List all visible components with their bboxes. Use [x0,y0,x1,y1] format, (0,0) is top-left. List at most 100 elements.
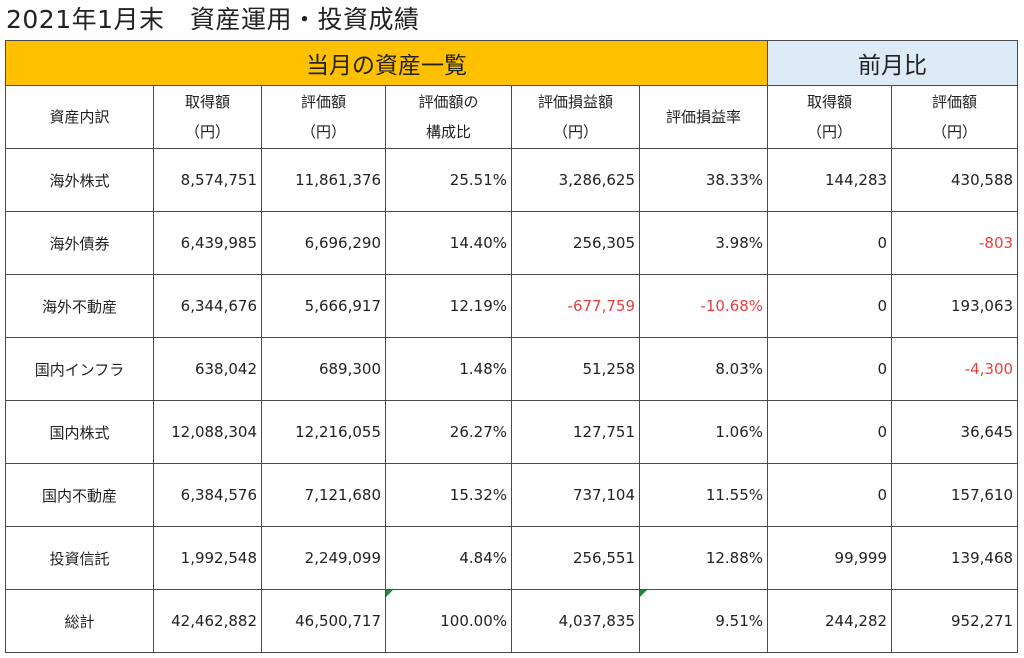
share-cell[interactable]: 14.40% [385,211,512,275]
column-header-mom-value-header: 評価額 （円） [891,85,1019,149]
pl-cell[interactable]: 3,286,625 [511,148,640,212]
total-row: 総計 42,462,882 46,500,717 100.00% 4,037,835 9.… [5,589,1019,653]
asset-name[interactable]: 国内株式 [5,400,154,464]
asset-name[interactable]: 国内インフラ [5,337,154,401]
cost-cell[interactable]: 6,344,676 [153,274,262,338]
pl-cell[interactable]: 256,305 [511,211,640,275]
cell-value: 12,216,055 [295,423,381,441]
mom-value-cell[interactable]: 157,610 [891,463,1019,527]
mom-cost-cell[interactable]: 0 [767,274,893,338]
cell-error-indicator-icon [386,590,393,597]
mom-cost-cell[interactable]: 0 [767,211,893,275]
share-cell[interactable]: 26.27% [385,400,512,464]
cost-cell[interactable]: 6,439,985 [153,211,262,275]
share-cell[interactable]: 15.32% [385,463,512,527]
column-header-pl-header: 評価損益額 （円） [511,85,640,149]
current-month-band: 当月の資産一覧 [4,40,769,86]
share-cell[interactable]: 1.48% [385,337,512,401]
column-header-asset-header: 資産内訳 [5,85,154,149]
cell-value: 1,992,548 [180,549,257,567]
pl-rate-cell[interactable]: 12.88% [638,526,769,590]
share-cell[interactable]: 4.84% [385,526,512,590]
cell-value: 0 [877,297,888,315]
performance-table: 当月の資産一覧 前月比 資産内訳 取得額 （円） 評価額 （円） 評価額の 構成比 評価損益額… [4,40,1019,653]
cost-cell[interactable]: 8,574,751 [153,148,262,212]
cell-value: 256,305 [572,234,635,252]
pl-cell[interactable]: 4,037,835 [511,589,640,653]
column-header-row: 資産内訳 取得額 （円） 評価額 （円） 評価額の 構成比 評価損益額 （円） 評価損益率 取得額 （… [5,85,1019,149]
mom-cost-cell[interactable]: 244,282 [767,589,893,653]
mom-value-cell[interactable]: 430,588 [891,148,1019,212]
cell-value: 256,551 [572,549,635,567]
header-line: 評価損益額 [537,93,613,111]
mom-cost-cell[interactable]: 144,283 [767,148,893,212]
value-cell[interactable]: 689,300 [261,337,386,401]
mom-value-cell[interactable]: 139,468 [891,526,1019,590]
share-cell[interactable]: 12.19% [385,274,512,338]
asset-name[interactable]: 国内不動産 [5,463,154,527]
value-cell[interactable]: 2,249,099 [261,526,386,590]
pl-cell[interactable]: 51,258 [511,337,640,401]
mom-cost-cell[interactable]: 0 [767,337,893,401]
value-cell[interactable]: 12,216,055 [261,400,386,464]
pl-cell[interactable]: 127,751 [511,400,640,464]
asset-name[interactable]: 投資信託 [5,526,154,590]
value-cell[interactable]: 6,696,290 [261,211,386,275]
mom-value-cell[interactable]: 193,063 [891,274,1019,338]
value-cell[interactable]: 46,500,717 [261,589,386,653]
value-cell[interactable]: 11,861,376 [261,148,386,212]
cell-value: 国内株式 [49,423,110,442]
mom-value-cell[interactable]: 36,645 [891,400,1019,464]
pl-rate-cell[interactable]: 38.33% [638,148,769,212]
cell-value: 99,999 [834,549,888,567]
value-cell[interactable]: 7,121,680 [261,463,386,527]
column-header-share-header: 評価額の 構成比 [385,85,512,149]
share-cell[interactable]: 25.51% [385,148,512,212]
cost-cell[interactable]: 6,384,576 [153,463,262,527]
column-header-pl-rate-header: 評価損益率 [638,85,769,149]
pl-rate-cell[interactable]: 11.55% [638,463,769,527]
cell-value: 6,384,576 [180,486,257,504]
table-row: 国内株式 12,088,304 12,216,055 26.27% 127,751 1.0… [5,400,1019,464]
mom-cost-cell[interactable]: 99,999 [767,526,893,590]
pl-rate-cell[interactable]: -10.68% [638,274,769,338]
cost-cell[interactable]: 638,042 [153,337,262,401]
asset-name[interactable]: 海外株式 [5,148,154,212]
cell-value: 26.27% [449,423,507,441]
cell-value: 0 [877,486,888,504]
mom-value-cell[interactable]: 952,271 [891,589,1019,653]
cell-value: 国内不動産 [41,486,117,505]
cell-value: 25.51% [449,171,507,189]
header-line: 取得額 [184,93,230,111]
table-row: 国内不動産 6,384,576 7,121,680 15.32% 737,104 11.5… [5,463,1019,527]
cost-cell[interactable]: 12,088,304 [153,400,262,464]
pl-rate-cell[interactable]: 9.51% [638,589,769,653]
table-row: 投資信託 1,992,548 2,249,099 4.84% 256,551 12.88%… [5,526,1019,590]
pl-cell[interactable]: 256,551 [511,526,640,590]
column-header-value-header: 評価額 （円） [261,85,386,149]
cell-value: 12.19% [449,297,507,315]
mom-value-cell[interactable]: -803 [891,211,1019,275]
column-header-cost-header: 取得額 （円） [153,85,262,149]
value-cell[interactable]: 5,666,917 [261,274,386,338]
page-title: 2021年1月末 資産運用・投資成績 [6,5,420,34]
pl-rate-cell[interactable]: 3.98% [638,211,769,275]
cell-error-indicator-icon [640,590,647,597]
share-cell[interactable]: 100.00% [385,589,512,653]
asset-name[interactable]: 海外不動産 [5,274,154,338]
pl-rate-cell[interactable]: 1.06% [638,400,769,464]
pl-cell[interactable]: 737,104 [511,463,640,527]
mom-cost-cell[interactable]: 0 [767,400,893,464]
cell-value: 12.88% [705,549,764,567]
pl-rate-cell[interactable]: 8.03% [638,337,769,401]
cell-value: 15.32% [449,486,507,504]
pl-cell[interactable]: -677,759 [511,274,640,338]
mom-value-cell[interactable]: -4,300 [891,337,1019,401]
cell-value: 8,574,751 [180,171,257,189]
asset-name[interactable]: 海外債券 [5,211,154,275]
table-row: 国内インフラ 638,042 689,300 1.48% 51,258 8.03% 0 -4,… [5,337,1019,401]
cost-cell[interactable]: 42,462,882 [153,589,262,653]
asset-name[interactable]: 総計 [5,589,154,653]
cost-cell[interactable]: 1,992,548 [153,526,262,590]
mom-cost-cell[interactable]: 0 [767,463,893,527]
